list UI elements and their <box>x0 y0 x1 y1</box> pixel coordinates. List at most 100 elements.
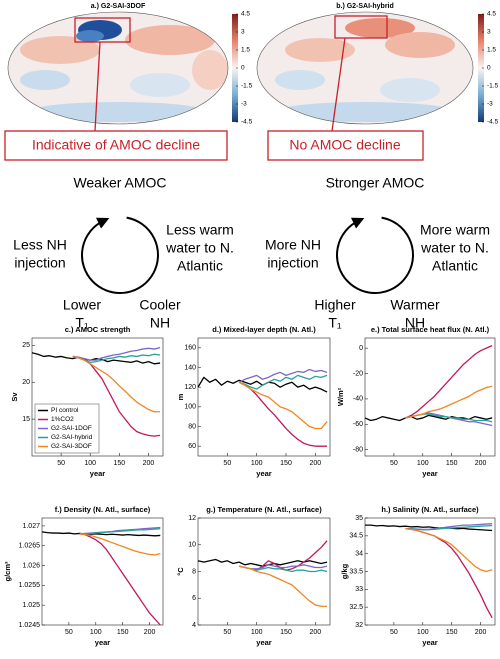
diagram-text: Higher <box>314 297 356 313</box>
y-tick-label: 32.5 <box>349 604 363 611</box>
x-tick-label: 100 <box>417 629 429 636</box>
colorbar <box>478 14 484 122</box>
x-tick-label: 200 <box>475 629 487 636</box>
y-axis-label: m <box>176 393 185 400</box>
y-tick-label: 1.0255 <box>19 582 41 589</box>
diagram-text: Atlantic <box>177 258 223 274</box>
x-tick-label: 200 <box>143 460 155 467</box>
diagram-text: Less NH <box>13 237 67 253</box>
callout-text: No AMOC decline <box>289 137 400 153</box>
map-title: b.) G2-SAI-hybrid <box>336 3 394 10</box>
y-tick-label: 140 <box>184 364 196 371</box>
y-tick-label: -60 <box>353 421 363 428</box>
diagram-text: Atlantic <box>432 258 478 274</box>
diagram-text: T₁ <box>328 315 342 331</box>
y-axis-label: Sv <box>10 392 19 402</box>
callout-box <box>267 130 424 161</box>
y-tick-label: 1.025 <box>22 602 40 609</box>
colorbar-label: -4.5 <box>241 119 253 126</box>
y-tick-label: 1.0265 <box>19 543 41 550</box>
x-tick-label: 150 <box>117 629 129 636</box>
legend-label: PI control <box>51 407 79 414</box>
x-tick-label: 150 <box>280 460 292 467</box>
y-tick-label: 10 <box>188 542 196 549</box>
y-tick-label: 4 <box>192 622 196 629</box>
colorbar-label: 1.5 <box>487 47 496 54</box>
diagram-text: water to N. <box>165 240 234 256</box>
y-tick-label: 33.5 <box>349 568 363 575</box>
series-line <box>79 533 161 556</box>
y-tick-label: 6 <box>192 595 196 602</box>
colorbar-label: 3 <box>241 29 245 36</box>
chart-title: h.) Salinity (N. Atl., surface) <box>381 505 479 514</box>
x-tick-label: 150 <box>446 629 458 636</box>
y-tick-label: -40 <box>353 396 363 403</box>
series-line <box>72 355 161 413</box>
highlight-box <box>334 15 388 39</box>
chart-title: f.) Density (N. Atl., surface) <box>55 505 151 514</box>
series-line <box>238 565 328 607</box>
diagram-text: Less warm <box>166 222 234 238</box>
colorbar-label: 0 <box>241 65 245 72</box>
map-a <box>8 12 228 124</box>
colorbar-label: 3 <box>487 29 491 36</box>
x-tick-label: 150 <box>113 460 125 467</box>
diagram-text: NH <box>405 315 425 331</box>
callout-box <box>4 130 228 161</box>
chart-title: d.) Mixed-layer depth (N. Atl.) <box>212 325 316 334</box>
y-tick-label: 160 <box>184 345 196 352</box>
colorbar-label: 4.5 <box>487 11 496 18</box>
diagram-text: injection <box>14 255 65 271</box>
y-tick-label: -20 <box>353 370 363 377</box>
x-tick-label: 200 <box>309 460 321 467</box>
colorbar-label: -1.5 <box>241 83 253 90</box>
series-line <box>72 346 161 361</box>
y-axis-label: °C <box>176 567 185 576</box>
y-tick-label: 1.026 <box>22 562 40 569</box>
y-tick-label: -80 <box>353 446 363 453</box>
y-axis-label: W/m² <box>336 387 345 406</box>
chart-title: e.) Total surface heat flux (N. Atl.) <box>371 325 490 334</box>
plot-frame <box>197 337 331 457</box>
map-outline <box>7 11 229 125</box>
plot-frame <box>364 337 496 457</box>
x-tick-label: 50 <box>223 460 231 467</box>
callout-text: Indicative of AMOC decline <box>32 137 200 153</box>
y-tick-label: 25 <box>22 342 30 349</box>
chart-title: c.) AMOC strength <box>65 325 131 334</box>
y-tick-label: 12 <box>188 515 196 522</box>
diagram-text: More warm <box>420 222 490 238</box>
diagram-text: NH <box>150 315 170 331</box>
y-tick-label: 15 <box>22 416 30 423</box>
cycle-arrow <box>81 216 159 295</box>
x-tick-label: 50 <box>223 629 231 636</box>
x-tick-label: 150 <box>280 629 292 636</box>
highlight-box <box>74 17 131 43</box>
x-tick-label: 100 <box>251 629 263 636</box>
x-tick-label: 200 <box>309 629 321 636</box>
x-tick-label: 50 <box>65 629 73 636</box>
y-tick-label: 120 <box>184 384 196 391</box>
series-line <box>238 368 328 383</box>
x-tick-label: 100 <box>84 460 96 467</box>
chart-title: g.) Temperature (N. Atl., surface) <box>206 505 322 514</box>
x-tick-label: 150 <box>446 460 458 467</box>
diagram-text: Lower <box>63 297 101 313</box>
series-line <box>364 414 493 422</box>
y-tick-label: 60 <box>188 443 196 450</box>
diagram-text: Weaker AMOC <box>73 175 166 191</box>
legend-label: 1%CO2 <box>51 416 74 423</box>
diagram-text: injection <box>267 255 318 271</box>
x-tick-label: 50 <box>390 460 398 467</box>
colorbar <box>232 14 238 122</box>
x-tick-label: 100 <box>251 460 263 467</box>
x-axis-label: year <box>95 638 111 647</box>
y-tick-label: 33 <box>355 586 363 593</box>
map-title: a.) G2-SAI-3DOF <box>91 3 146 10</box>
y-tick-label: 20 <box>22 379 30 386</box>
series-line <box>41 531 161 537</box>
series-line <box>79 528 161 535</box>
series-line <box>405 345 493 419</box>
diagram-text: More NH <box>265 237 321 253</box>
diagram-text: water to N. <box>420 240 489 256</box>
